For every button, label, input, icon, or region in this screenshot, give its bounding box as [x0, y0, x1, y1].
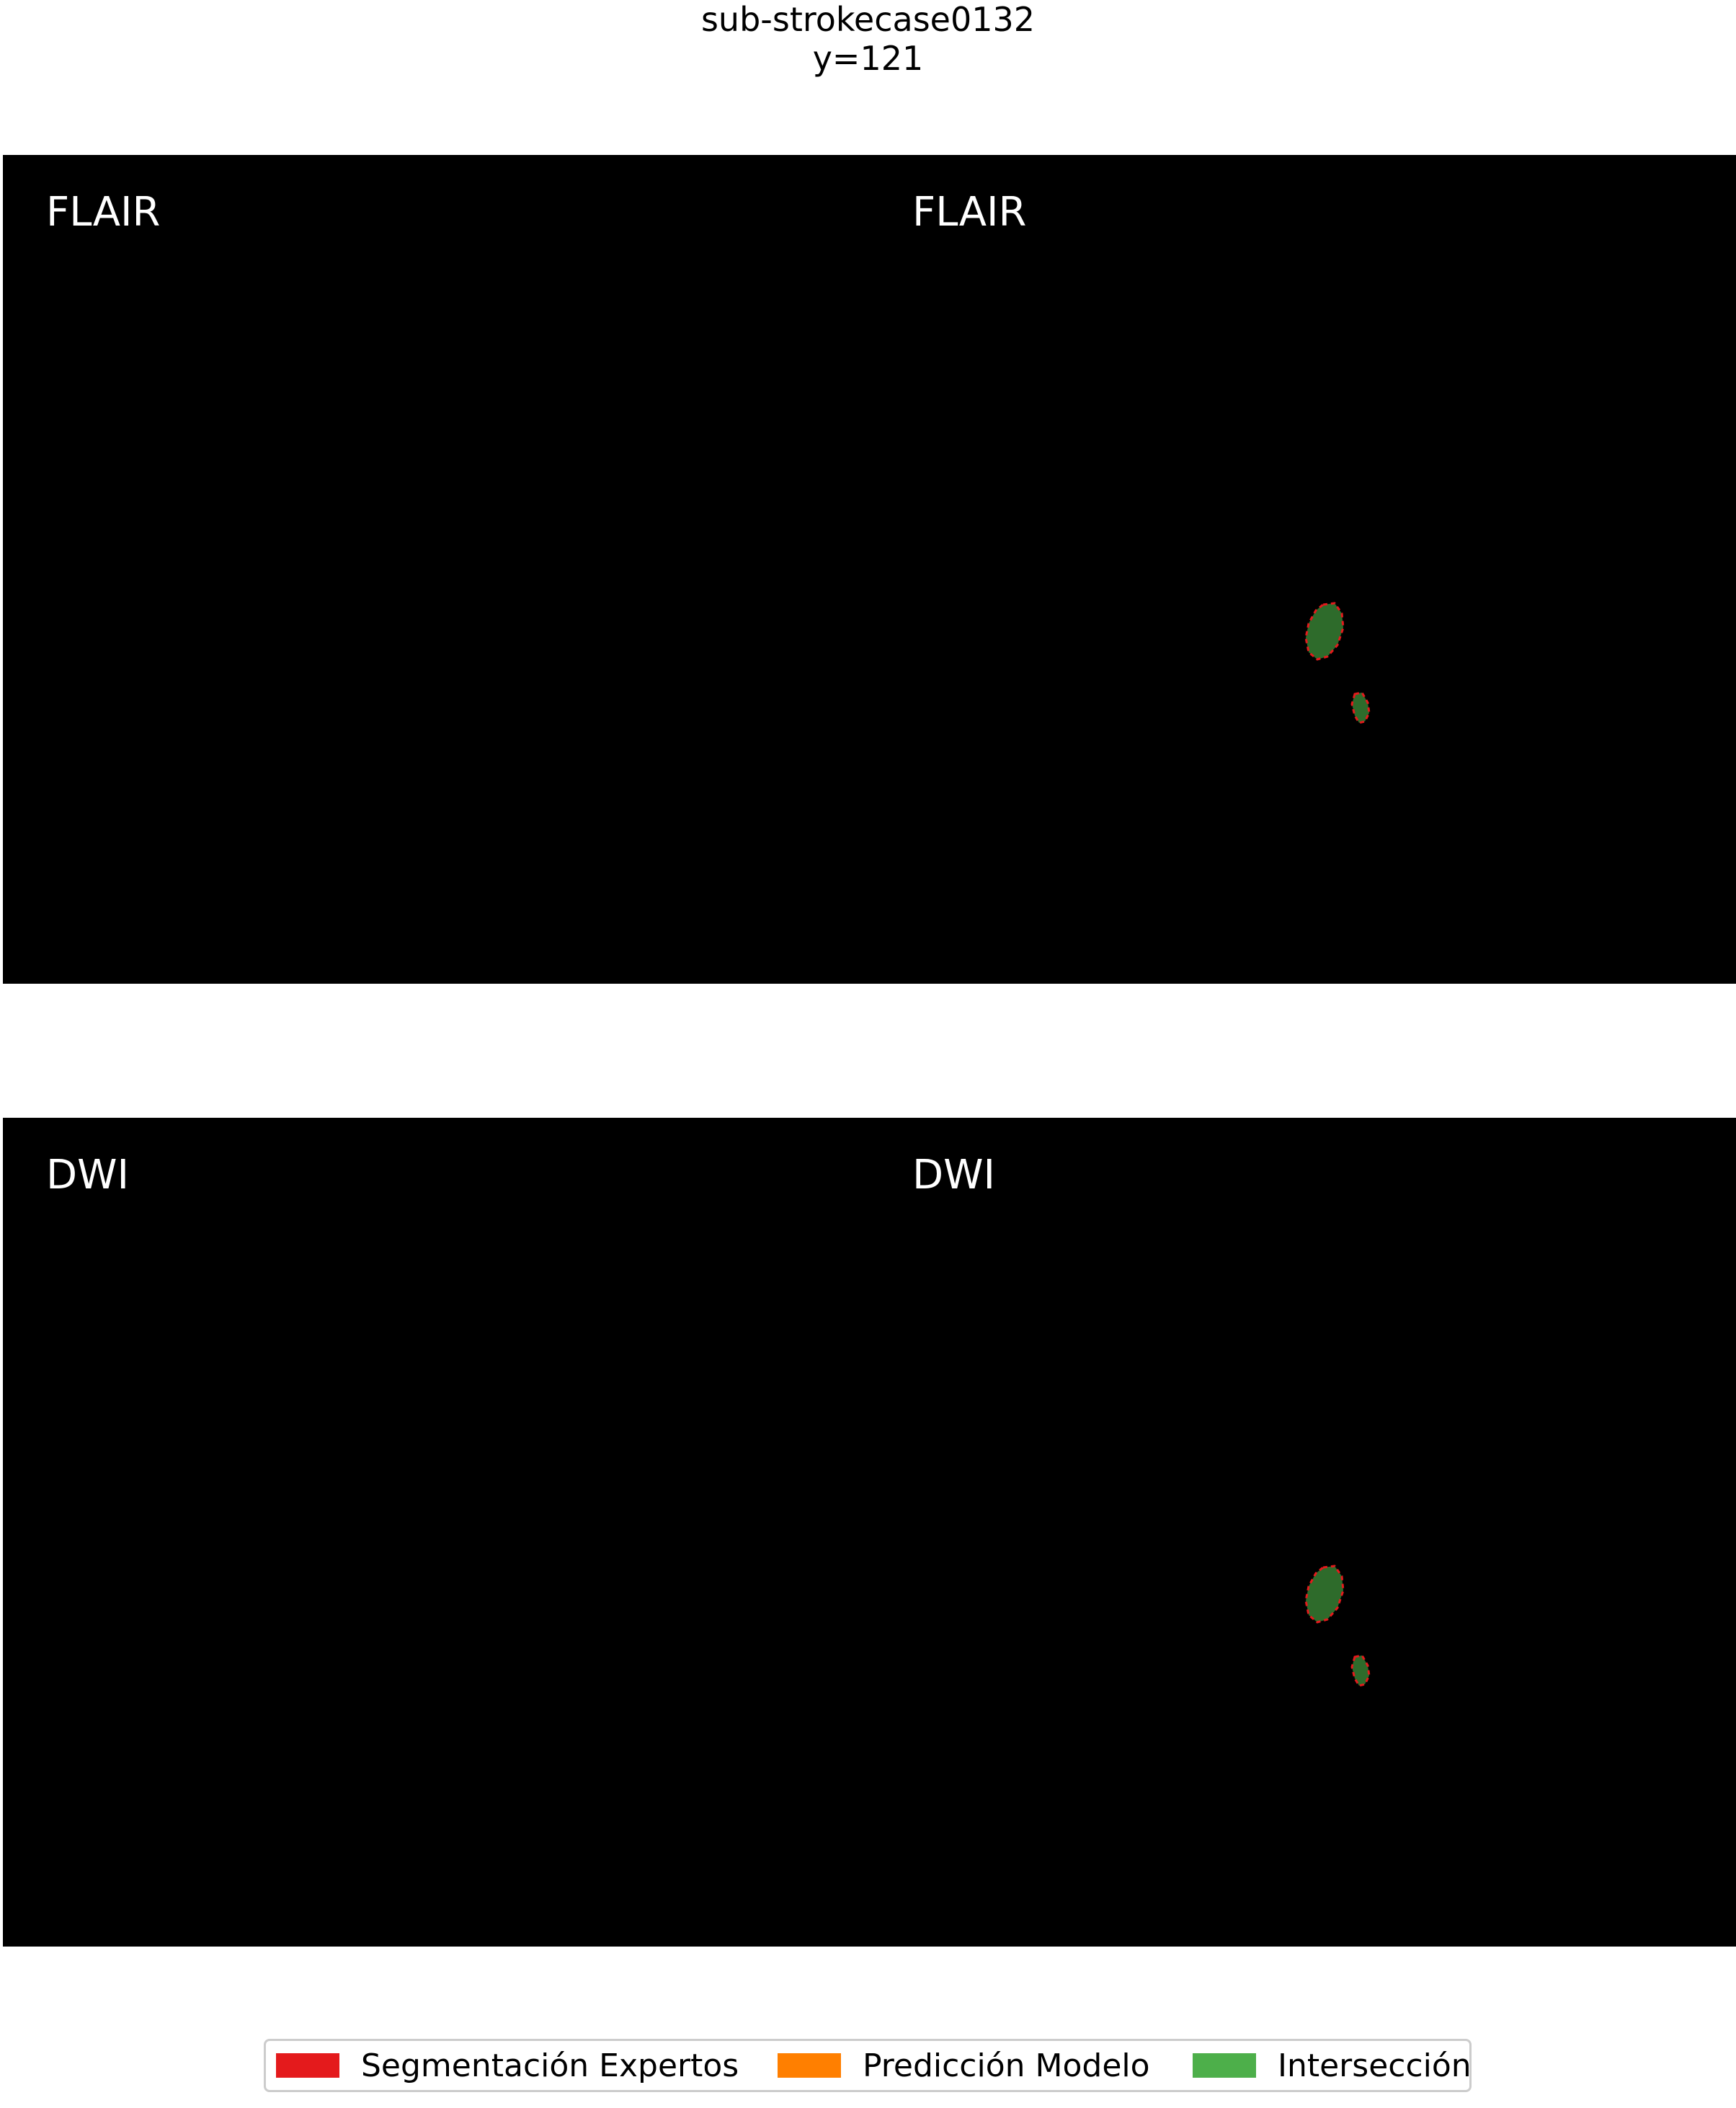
legend: Segmentación Expertos Predicción Modelo … [264, 2039, 1472, 2092]
lesion-large [1304, 1565, 1345, 1624]
dwi-image-panel: DWI [3, 1118, 869, 1947]
legend-swatch [276, 2053, 339, 2078]
legend-item-model: Predicción Modelo [778, 2041, 1150, 2090]
dwi-overlay-panel: DWI [869, 1118, 1735, 1947]
legend-item-intersection: Intersección [1193, 2041, 1472, 2090]
legend-label: Segmentación Expertos [361, 2047, 739, 2084]
flair-row: FLAIR FLAIR [3, 155, 1736, 984]
slice-index: y=121 [812, 39, 924, 78]
legend-swatch [1193, 2053, 1256, 2078]
panel-label: DWI [46, 1152, 130, 1198]
lesion-overlay [1304, 1565, 1371, 1687]
legend-item-expert: Segmentación Expertos [276, 2041, 739, 2090]
lesion-small [1350, 1654, 1371, 1687]
figure-title: sub-strokecase0132 [700, 0, 1036, 39]
legend-label: Predicción Modelo [863, 2047, 1150, 2084]
panel-label: FLAIR [46, 189, 161, 236]
dwi-row: DWI DWI [3, 1118, 1736, 1947]
lesion-small [1350, 691, 1371, 724]
lesion-overlay [1304, 602, 1371, 724]
legend-label: Intersección [1278, 2047, 1472, 2084]
legend-swatch [778, 2053, 841, 2078]
flair-image-panel: FLAIR [3, 155, 869, 984]
panel-label: DWI [912, 1152, 996, 1198]
flair-overlay-panel: FLAIR [869, 155, 1735, 984]
panel-label: FLAIR [912, 189, 1027, 236]
lesion-large [1304, 602, 1345, 661]
